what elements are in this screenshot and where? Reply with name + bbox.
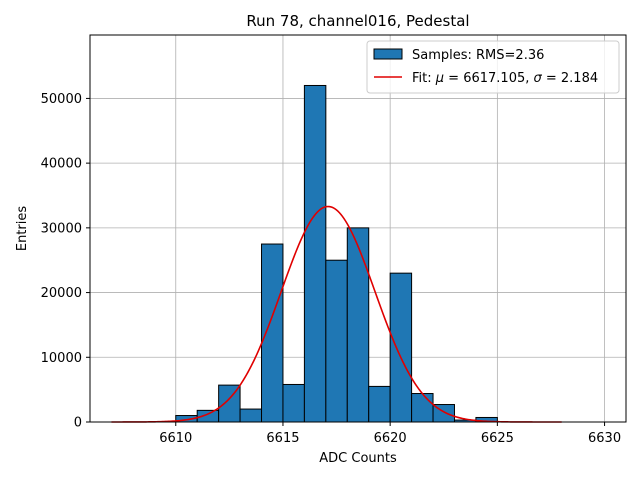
y-tick-label: 30000	[41, 221, 82, 236]
legend-sigma-symbol: σ	[534, 71, 543, 86]
x-axis-ticks: 6610 6615 6620 6625 6630	[159, 422, 621, 446]
histogram-bar	[239, 408, 263, 423]
chart-title: Run 78, channel016, Pedestal	[246, 12, 469, 30]
y-tick-label: 20000	[41, 286, 82, 301]
histogram-bar	[411, 393, 434, 423]
histogram-bars	[175, 84, 498, 423]
x-axis-label: ADC Counts	[319, 451, 397, 466]
histogram-bar	[325, 259, 348, 423]
legend-sigma-value: = 2.184	[542, 71, 598, 86]
legend: Samples: RMS=2.36 Fit: μ = 6617.105, σ =…	[366, 40, 620, 94]
legend-fit-prefix: Fit:	[412, 71, 436, 86]
plot-frame	[89, 34, 627, 423]
histogram-bar	[261, 243, 284, 423]
x-tick-label: 6630	[588, 431, 621, 446]
legend-fit-label: Fit: μ = 6617.105, σ = 2.184	[412, 71, 598, 86]
x-tick-label: 6615	[266, 431, 299, 446]
legend-mu-symbol: μ	[435, 71, 444, 86]
histogram-bar	[368, 385, 391, 423]
y-tick-label: 40000	[41, 157, 82, 172]
histogram-bar	[389, 272, 413, 423]
legend-box	[366, 40, 620, 94]
x-tick-label: 6625	[481, 431, 514, 446]
histogram-bar	[303, 84, 327, 423]
y-axis-ticks: 0 10000 20000 30000 40000 50000	[41, 92, 90, 431]
histogram-bar	[346, 227, 370, 423]
y-tick-label: 0	[74, 416, 82, 431]
x-tick-label: 6610	[159, 431, 192, 446]
y-tick-label: 10000	[41, 351, 82, 366]
legend-samples-label: Samples: RMS=2.36	[412, 48, 544, 63]
fit-curve-layer	[111, 205, 562, 423]
gaussian-fit-line	[111, 205, 562, 423]
legend-mu-value: = 6617.105,	[444, 71, 533, 86]
y-tick-label: 50000	[41, 92, 82, 107]
y-axis-label: Entries	[15, 206, 30, 252]
x-tick-label: 6620	[374, 431, 407, 446]
legend-samples-patch	[373, 48, 403, 60]
histogram-bar	[282, 383, 305, 423]
